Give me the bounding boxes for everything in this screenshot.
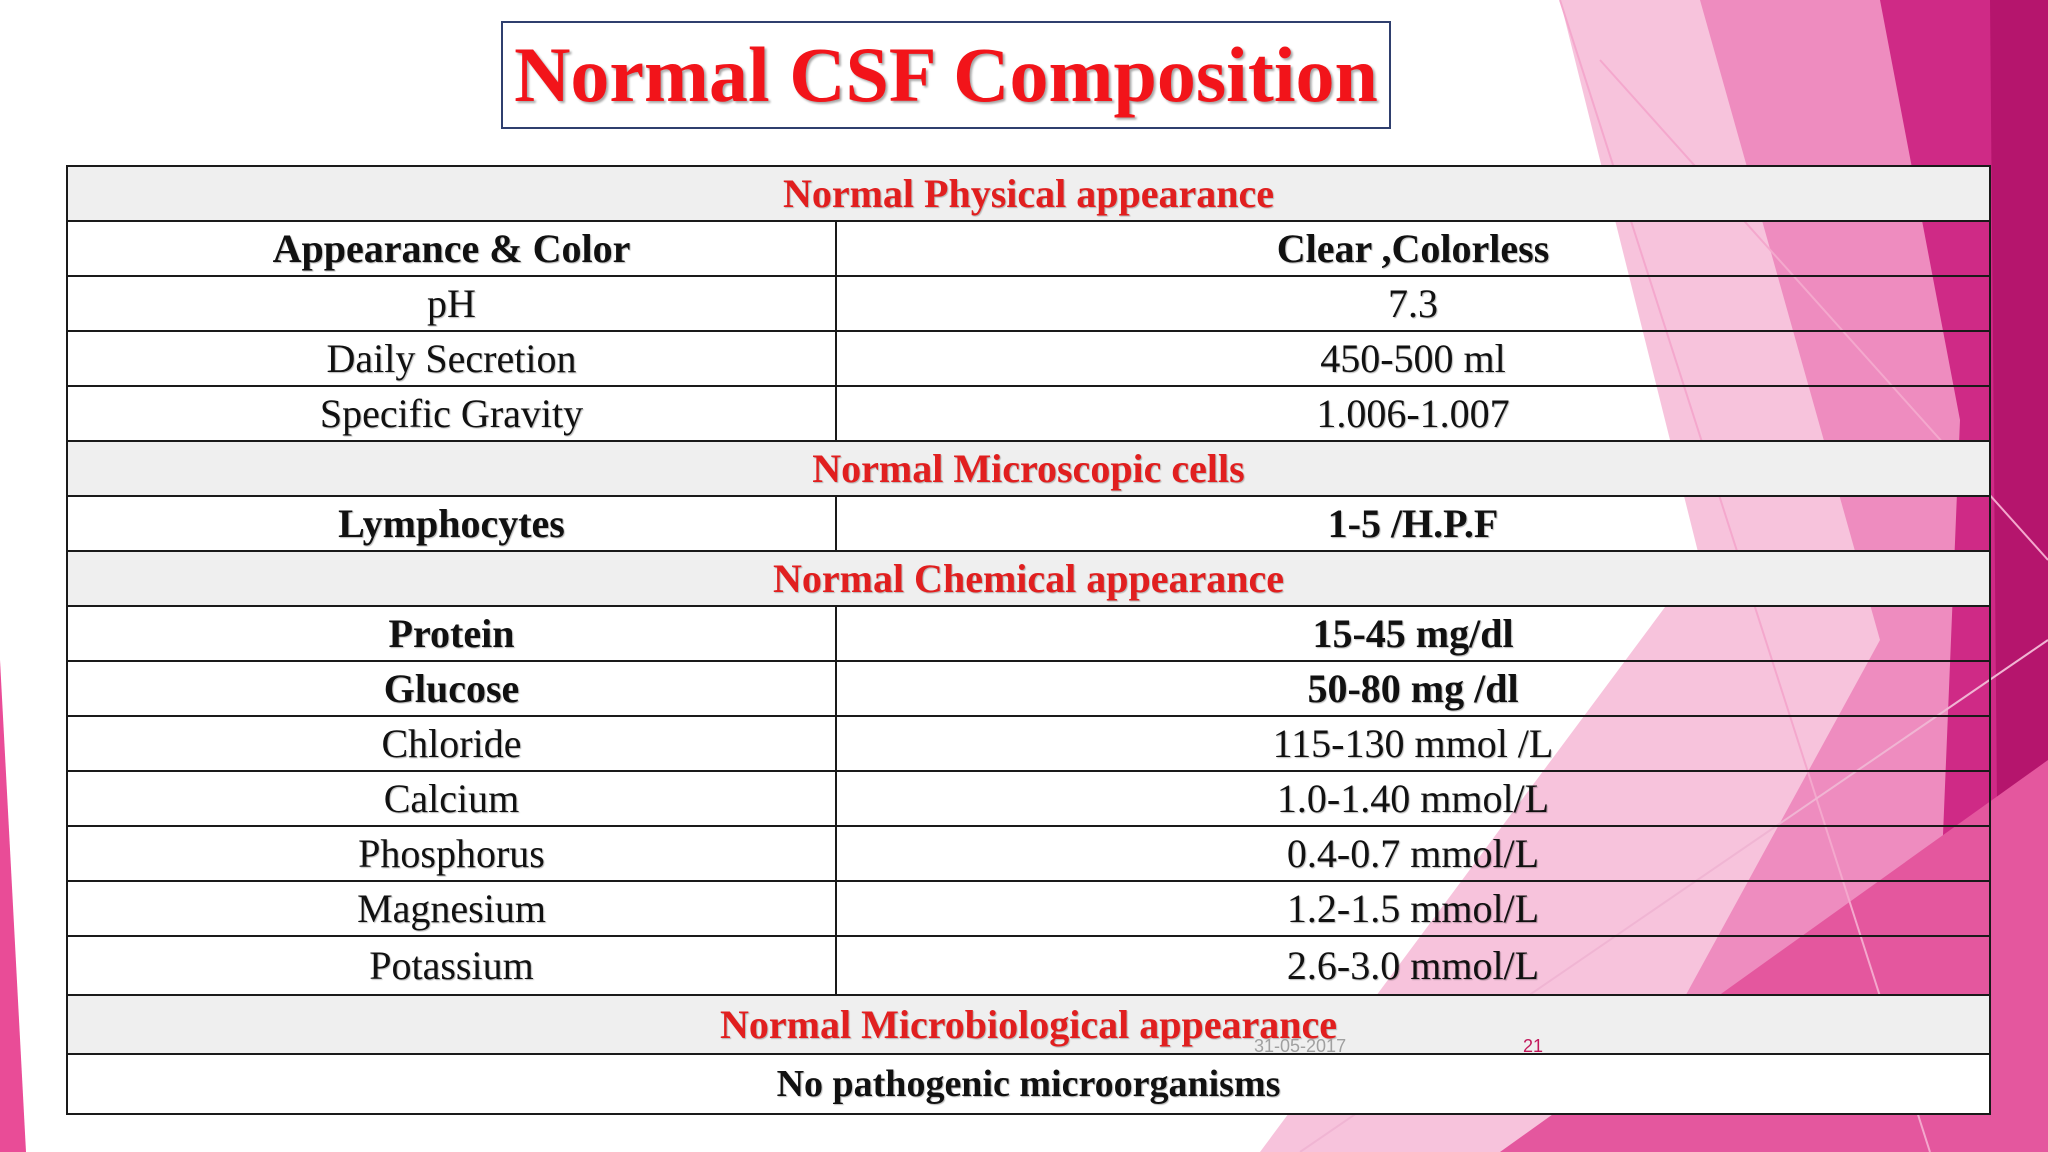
value-cell: 0.4-0.7 mmol/L (835, 825, 1991, 882)
slide-date: 31-05-2017 (1254, 1036, 1347, 1056)
table-row: Calcium 1.0-1.40 mmol/L (66, 770, 1991, 827)
table-row: Daily Secretion 450-500 ml (66, 330, 1991, 387)
value-cell: 450-500 ml (835, 330, 1991, 387)
param-cell: pH (66, 275, 837, 332)
param-cell: Appearance & Color (66, 220, 837, 277)
table-row: Magnesium 1.2-1.5 mmol/L (66, 880, 1991, 937)
table-row: No pathogenic microorganisms (66, 1053, 1991, 1115)
value-cell: 115-130 mmol /L (835, 715, 1991, 772)
title-box: Normal CSF Composition (501, 21, 1391, 129)
value-cell: 1-5 /H.P.F (835, 495, 1991, 552)
section-title-microscopic: Normal Microscopic cells (66, 440, 1991, 497)
param-cell: Chloride (66, 715, 837, 772)
slide-number: 21 (1523, 1036, 1544, 1056)
value-cell: 1.2-1.5 mmol/L (835, 880, 1991, 937)
section-header-row: Normal Chemical appearance (66, 550, 1991, 607)
value-cell: 7.3 (835, 275, 1991, 332)
table-row: Phosphorus 0.4-0.7 mmol/L (66, 825, 1991, 882)
param-cell: Protein (66, 605, 837, 662)
section-header-row: Normal Microscopic cells (66, 440, 1991, 497)
table-row: Lymphocytes 1-5 /H.P.F (66, 495, 1991, 552)
param-cell: Calcium (66, 770, 837, 827)
section-title-physical: Normal Physical appearance (66, 165, 1991, 222)
slide-title: Normal CSF Composition (514, 31, 1378, 118)
value-cell: 50-80 mg /dl (835, 660, 1991, 717)
table-row: Chloride 115-130 mmol /L (66, 715, 1991, 772)
param-cell: Specific Gravity (66, 385, 837, 442)
table-row: Appearance & Color Clear ,Colorless (66, 220, 1991, 277)
table-row: Protein 15-45 mg/dl (66, 605, 1991, 662)
param-cell: Glucose (66, 660, 837, 717)
table-row: pH 7.3 (66, 275, 1991, 332)
param-cell: Phosphorus (66, 825, 837, 882)
table-row: Glucose 50-80 mg /dl (66, 660, 1991, 717)
section-header-row: Normal Microbiological appearance (66, 994, 1991, 1055)
param-cell: Potassium (66, 935, 837, 996)
section-header-row: Normal Physical appearance (66, 165, 1991, 222)
value-cell: 2.6-3.0 mmol/L (835, 935, 1991, 996)
param-cell: Magnesium (66, 880, 837, 937)
section-title-chemical: Normal Chemical appearance (66, 550, 1991, 607)
param-cell: Lymphocytes (66, 495, 837, 552)
table-row: Potassium 2.6-3.0 mmol/L (66, 935, 1991, 996)
csf-composition-table: Normal Physical appearance Appearance & … (66, 165, 1991, 1115)
value-cell: 15-45 mg/dl (835, 605, 1991, 662)
section-title-microbiological: Normal Microbiological appearance (66, 994, 1991, 1055)
param-cell: Daily Secretion (66, 330, 837, 387)
table-row: Specific Gravity 1.006-1.007 (66, 385, 1991, 442)
microbiology-result-cell: No pathogenic microorganisms (66, 1053, 1991, 1115)
value-cell: Clear ,Colorless (835, 220, 1991, 277)
value-cell: 1.006-1.007 (835, 385, 1991, 442)
bg-shape-left-wedge (0, 660, 26, 1152)
value-cell: 1.0-1.40 mmol/L (835, 770, 1991, 827)
